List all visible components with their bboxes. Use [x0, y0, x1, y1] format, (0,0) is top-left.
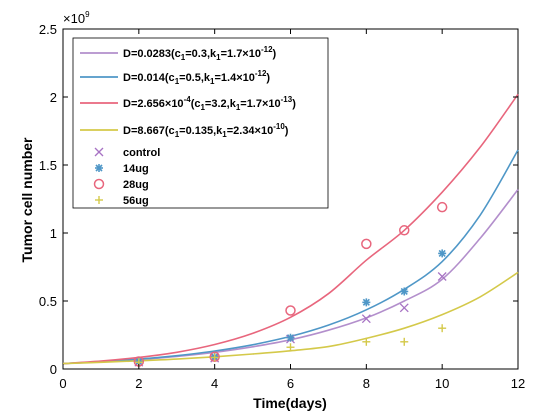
legend-label: D=0.0283(c1=0.3,k1=1.7×10-12)	[123, 45, 277, 62]
14ug-point	[362, 298, 371, 307]
56ug-point	[362, 337, 371, 346]
28ug-point	[399, 225, 410, 236]
legend-entry: D=2.656×10-4(c1=3.2,k1=1.7×10-13)	[80, 95, 296, 112]
legend-marker	[95, 196, 103, 204]
legend: D=0.0283(c1=0.3,k1=1.7×10-12) D=0.014(c1=…	[72, 37, 329, 209]
y-tick-label: 2	[50, 90, 57, 105]
y-tick-label: 1	[50, 226, 57, 241]
legend-entry: D=8.667(c1=0.135,k1=2.34×10-10)	[80, 122, 289, 139]
56ug-point	[400, 337, 409, 346]
56ug-point	[286, 343, 295, 352]
legend-entry: D=0.0283(c1=0.3,k1=1.7×10-12)	[80, 45, 277, 62]
x-tick-label: 6	[287, 376, 294, 391]
x-tick-label: 2	[135, 376, 142, 391]
legend-entry: 56ug	[95, 195, 149, 207]
14ug-point	[286, 333, 295, 342]
x-axis-title: Time(days)	[253, 395, 327, 411]
legend-label: 14ug	[123, 163, 149, 175]
x-tick-label: 8	[363, 376, 370, 391]
y-tick-label: 1.5	[39, 158, 57, 173]
x-tick-label: 0	[59, 376, 66, 391]
x-tick-label: 10	[435, 376, 449, 391]
markers-layer	[133, 201, 448, 367]
28ug-point	[285, 305, 296, 316]
legend-label: D=0.014(c1=0.5,k1=1.4×10-12)	[123, 69, 270, 86]
56ug-point	[438, 324, 447, 333]
x-tick-label: 12	[511, 376, 525, 391]
legend-marker	[95, 164, 103, 172]
control-point	[399, 303, 409, 313]
legend-label: 56ug	[123, 195, 149, 207]
legend-entry: 14ug	[95, 163, 149, 175]
legend-label: control	[123, 147, 160, 159]
legend-label: 28ug	[123, 179, 149, 191]
legend-label: D=8.667(c1=0.135,k1=2.34×10-10)	[123, 122, 289, 139]
legend-box	[72, 37, 329, 209]
y-tick-label: 2.5	[39, 22, 57, 37]
legend-entry: 28ug	[93, 178, 149, 191]
legend-entry: D=0.014(c1=0.5,k1=1.4×10-12)	[80, 69, 270, 86]
y-axis-title: Tumor cell number	[19, 137, 35, 263]
56ug-point	[210, 353, 219, 362]
legend-marker	[93, 178, 105, 190]
y-multiplier: ×109	[63, 10, 90, 26]
28ug-point	[436, 201, 448, 213]
legend-entry: control	[94, 147, 160, 159]
control-point	[437, 272, 447, 281]
y-tick-label: 0.5	[39, 294, 57, 309]
28ug-point	[361, 238, 372, 250]
14ug-point	[400, 287, 409, 296]
control-point	[361, 314, 371, 324]
ticks-layer: 0 2 4 6 8 10 12 0 0.5 1 1.5 2 2.5	[39, 22, 525, 391]
14ug-point	[438, 249, 447, 258]
y-tick-label: 0	[50, 362, 57, 377]
legend-label: D=2.656×10-4(c1=3.2,k1=1.7×10-13)	[123, 95, 296, 112]
x-tick-label: 4	[211, 376, 218, 391]
legend-marker	[94, 147, 104, 157]
